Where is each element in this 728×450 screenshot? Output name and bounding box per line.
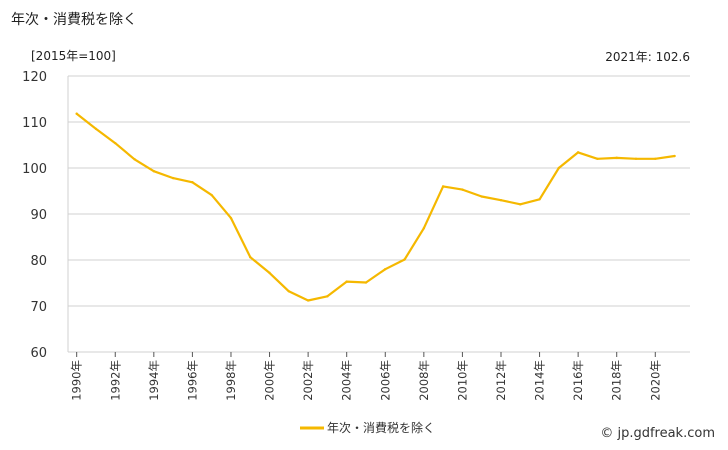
data-point (249, 256, 252, 259)
y-tick-label: 80 (30, 254, 47, 269)
data-point (171, 176, 175, 180)
data-point (634, 157, 638, 160)
data-point (152, 170, 156, 173)
chart-title: 年次・消費税を除く (11, 12, 137, 28)
y-tick-label: 90 (30, 208, 47, 223)
grid-lines (67, 75, 690, 353)
x-tick-label: 2020年 (648, 360, 662, 401)
data-point (499, 199, 503, 202)
legend: 年次・消費税を除く (300, 420, 435, 435)
data-point (596, 157, 599, 160)
data-point (191, 181, 194, 184)
data-point (306, 299, 310, 302)
y-tick-label: 60 (30, 346, 47, 361)
data-point (133, 158, 136, 161)
x-tick-label: 2006年 (378, 360, 392, 401)
x-tick-label: 2008年 (417, 360, 431, 401)
data-point (94, 127, 98, 131)
x-tick-label: 2016年 (571, 360, 585, 401)
series-layer (75, 112, 676, 302)
data-point (557, 166, 561, 170)
y-tick-label: 70 (30, 300, 47, 315)
data-point (480, 195, 483, 198)
data-point (114, 141, 117, 145)
x-tick-label: 1990年 (70, 360, 84, 401)
data-point (422, 227, 426, 230)
data-point (210, 193, 213, 197)
data-point (229, 216, 233, 220)
data-point (287, 290, 291, 293)
data-point (364, 281, 368, 284)
data-point (441, 185, 445, 188)
data-point (654, 157, 657, 160)
x-tick-label: 1998年 (224, 360, 238, 401)
x-tick-label: 2014年 (533, 360, 547, 401)
data-point (268, 271, 271, 275)
source-credit: © jp.gdfreak.com (600, 426, 715, 441)
data-point (576, 151, 580, 154)
y-axis-ticks: 60 70 80 90 100 110 120 (22, 70, 47, 361)
x-tick-label: 2000年 (263, 360, 277, 401)
data-point (615, 156, 618, 160)
x-tick-label: 2018年 (610, 360, 624, 401)
x-tick-label: 2010年 (455, 360, 469, 401)
x-tick-label: 2004年 (340, 360, 354, 401)
x-tick-label: 1994年 (147, 360, 161, 401)
x-tick-label: 2002年 (301, 360, 315, 401)
data-point (326, 295, 329, 298)
unit-label: [2015年=100] (31, 49, 116, 63)
latest-value-label: 2021年: 102.6 (605, 50, 690, 64)
data-point (345, 280, 348, 283)
y-tick-label: 120 (22, 70, 47, 85)
x-tick-label: 2012年 (494, 360, 508, 401)
x-tick-label: 1996年 (185, 360, 199, 401)
data-point (403, 258, 406, 261)
legend-label: 年次・消費税を除く (327, 420, 435, 435)
y-tick-label: 100 (22, 162, 47, 177)
data-point (673, 154, 676, 158)
data-point (75, 112, 78, 115)
x-tick-label: 1992年 (108, 360, 122, 401)
x-axis-ticks: 1990年 1992年 1994年 1996年 1998年 2000年 2002年 2004年… (70, 352, 662, 401)
data-point (538, 198, 541, 201)
data-point (519, 203, 522, 206)
series-line (75, 112, 676, 302)
y-tick-label: 110 (22, 116, 47, 131)
data-point (384, 268, 387, 271)
data-point (461, 188, 464, 191)
